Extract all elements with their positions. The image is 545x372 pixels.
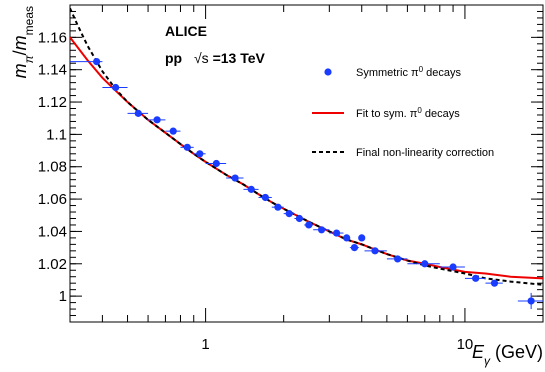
y-axis-label-denom: m <box>10 35 30 50</box>
x-axis-label: Eγ (GeV) <box>472 342 543 368</box>
legend-entry-symmetric-base: Symmetric π <box>356 67 419 79</box>
data-point-9 <box>247 185 255 193</box>
x-axis-label-unit: (GeV) <box>495 342 543 362</box>
legend-entry-symmetric-tail: decays <box>423 67 461 79</box>
data-point-17 <box>343 234 351 242</box>
legend-marker-symmetric <box>324 68 332 76</box>
data-point-3 <box>153 116 161 124</box>
data-point-5 <box>183 143 191 151</box>
data-point-4 <box>169 127 177 135</box>
data-point-2 <box>134 109 142 117</box>
legend: Symmetric π0 decays Fit to sym. π0 decay… <box>312 65 494 159</box>
y-axis-label-sep: / <box>10 50 30 55</box>
legend-entry-fit-tail: decays <box>422 108 460 120</box>
data-point-18 <box>350 244 359 252</box>
data-point-14 <box>305 221 313 229</box>
data-point-24 <box>472 274 480 282</box>
data-point-23 <box>449 263 457 271</box>
y-axis-label: mπ/mmeas <box>10 6 36 78</box>
x-axis-label-sub: γ <box>484 354 491 368</box>
y-ticks: 1 1.02 1.04 1.06 1.08 1.1 1.12 1.14 1.16 <box>38 4 543 323</box>
x-ticks: 1 10 <box>69 5 544 353</box>
system-label: pp √s =13 TeV <box>165 50 266 66</box>
data-point-21 <box>394 255 402 263</box>
y-tick-label-8: 1.16 <box>38 29 67 46</box>
legend-entry-fit: Fit to sym. π0 decays <box>356 106 460 121</box>
legend-entry-fit-sup: 0 <box>417 106 422 115</box>
system-name: pp <box>165 50 182 66</box>
series-layer <box>70 7 543 310</box>
legend-entry-fit-base: Fit to sym. π <box>356 108 418 120</box>
legend-entry-final-correction: Final non-linearity correction <box>356 147 494 159</box>
data-point-8 <box>231 174 239 182</box>
data-point-19 <box>358 234 366 242</box>
energy-symbol: √s <box>194 50 209 66</box>
data-point-26 <box>527 297 535 305</box>
plot-frame <box>69 4 544 323</box>
data-point-7 <box>212 159 220 168</box>
y-tick-label-3: 1.06 <box>38 191 67 208</box>
data-point-1 <box>112 83 120 92</box>
data-point-10 <box>261 193 269 202</box>
y-tick-label-6: 1.12 <box>38 94 67 111</box>
y-tick-label-2: 1.04 <box>38 223 67 240</box>
y-tick-label-1: 1.02 <box>38 256 67 273</box>
data-point-25 <box>490 279 499 287</box>
y-tick-label-5: 1.1 <box>46 126 67 143</box>
data-point-16 <box>333 229 341 237</box>
energy-value: =13 TeV <box>213 50 266 66</box>
y-axis-label-sub: π <box>22 54 36 63</box>
y-tick-label-4: 1.08 <box>38 159 67 176</box>
y-tick-label-0: 1 <box>59 288 67 305</box>
y-tick-label-7: 1.14 <box>38 62 67 79</box>
data-point-15 <box>317 226 326 234</box>
y-axis-label-denom-sub: meas <box>22 6 36 35</box>
legend-entry-symmetric: Symmetric π0 decays <box>356 65 461 80</box>
x-tick-label-1: 10 <box>457 336 474 353</box>
legend-entry-symmetric-sup: 0 <box>419 65 424 74</box>
data-point-11 <box>274 203 282 211</box>
data-point-12 <box>285 210 293 218</box>
data-point-13 <box>295 214 304 223</box>
data-point-20 <box>371 247 379 255</box>
data-point-6 <box>196 150 204 158</box>
series-line-2 <box>70 7 543 286</box>
data-point-0 <box>93 58 101 66</box>
y-axis-label-symbol: m <box>10 63 30 78</box>
x-axis-label-symbol: E <box>472 342 485 362</box>
collaboration-label: ALICE <box>165 23 207 39</box>
x-tick-label-0: 1 <box>201 336 209 353</box>
data-point-22 <box>421 260 429 268</box>
